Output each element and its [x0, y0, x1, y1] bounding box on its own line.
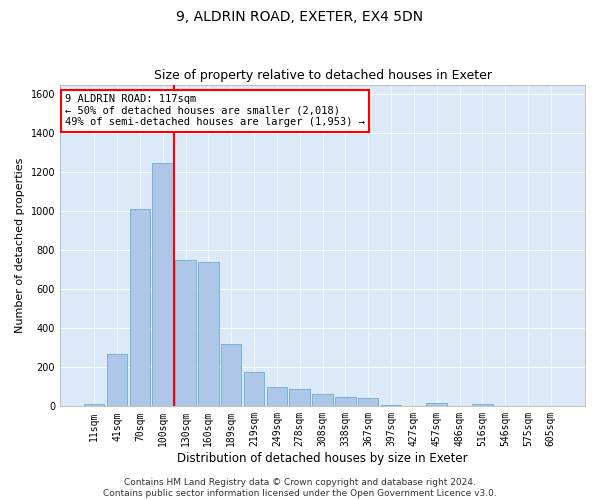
Bar	[107, 354, 127, 406]
Bar	[198, 262, 218, 406]
Bar	[289, 389, 310, 406]
Bar	[84, 404, 104, 406]
Bar	[130, 210, 150, 406]
Bar	[358, 398, 379, 406]
Bar	[244, 372, 264, 406]
Bar	[335, 396, 356, 406]
Bar	[312, 394, 333, 406]
Text: Contains HM Land Registry data © Crown copyright and database right 2024.
Contai: Contains HM Land Registry data © Crown c…	[103, 478, 497, 498]
Bar	[221, 344, 241, 406]
Bar	[427, 404, 447, 406]
Bar	[152, 162, 173, 406]
Text: 9 ALDRIN ROAD: 117sqm
← 50% of detached houses are smaller (2,018)
49% of semi-d: 9 ALDRIN ROAD: 117sqm ← 50% of detached …	[65, 94, 365, 128]
Bar	[175, 260, 196, 406]
Bar	[266, 387, 287, 406]
Bar	[472, 404, 493, 406]
X-axis label: Distribution of detached houses by size in Exeter: Distribution of detached houses by size …	[177, 452, 468, 465]
Y-axis label: Number of detached properties: Number of detached properties	[15, 158, 25, 333]
Title: Size of property relative to detached houses in Exeter: Size of property relative to detached ho…	[154, 69, 491, 82]
Text: 9, ALDRIN ROAD, EXETER, EX4 5DN: 9, ALDRIN ROAD, EXETER, EX4 5DN	[176, 10, 424, 24]
